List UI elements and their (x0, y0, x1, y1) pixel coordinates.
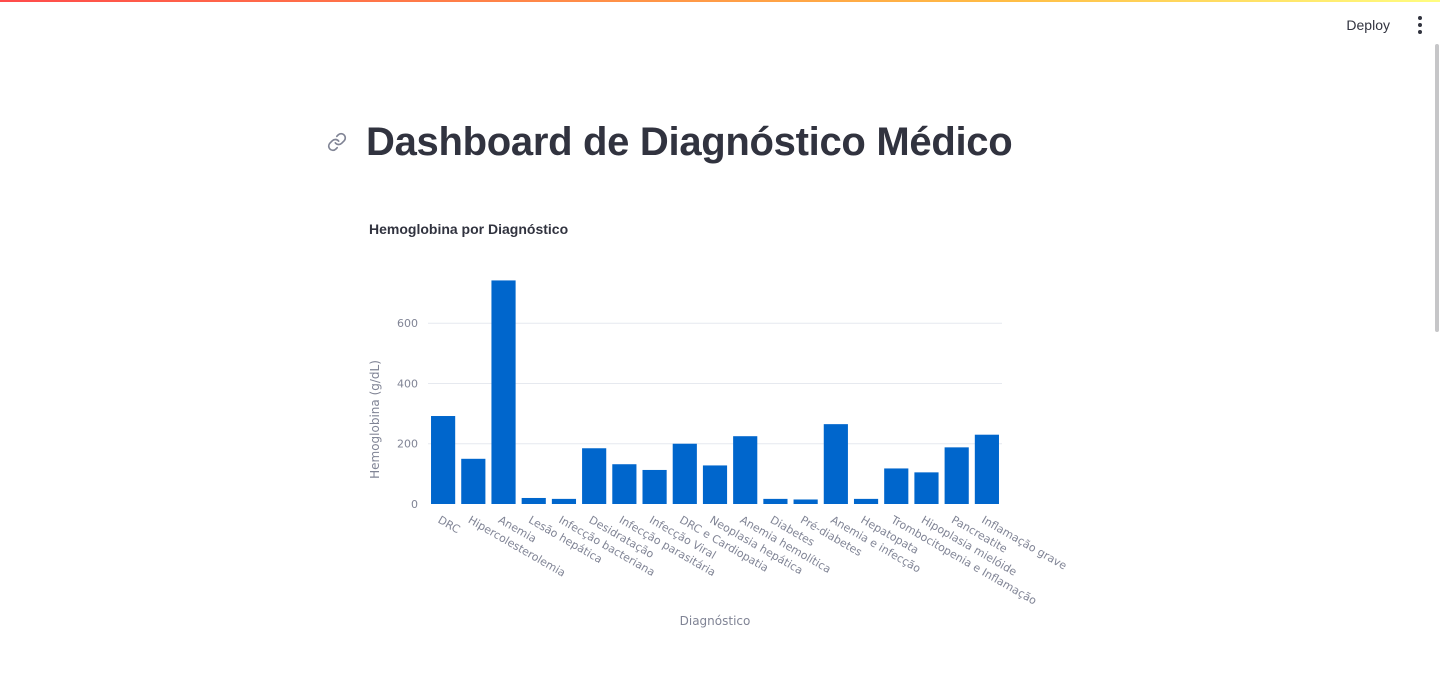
link-icon[interactable] (326, 131, 348, 153)
y-tick-label: 0 (411, 498, 418, 511)
y-tick-label: 200 (397, 438, 418, 451)
bar[interactable] (551, 498, 577, 504)
bar[interactable] (944, 447, 969, 504)
bar[interactable] (582, 448, 607, 504)
page-title-row: Dashboard de Diagnóstico Médico (326, 114, 1013, 170)
y-tick-label: 400 (397, 377, 418, 390)
more-vertical-icon[interactable] (1412, 13, 1428, 37)
bar[interactable] (491, 280, 516, 504)
bar[interactable] (853, 498, 879, 504)
bar[interactable] (612, 464, 637, 504)
bar[interactable] (763, 498, 788, 504)
bar[interactable] (672, 443, 697, 504)
bar[interactable] (823, 424, 848, 504)
x-axis-title: Diagnóstico (680, 614, 751, 628)
app-header: Deploy (0, 2, 1440, 44)
bar[interactable] (914, 472, 939, 504)
x-tick-label: DRC (436, 513, 463, 536)
y-tick-label: 600 (397, 317, 418, 330)
hemoglobina-bar-chart: Hemoglobina por Diagnóstico 0 200 400 600 DRC… (360, 205, 1080, 645)
bar[interactable] (521, 497, 546, 504)
bar[interactable] (974, 434, 999, 504)
top-decoration-bar (0, 0, 1440, 2)
bar[interactable] (702, 465, 728, 504)
bar[interactable] (461, 458, 486, 504)
bar[interactable] (431, 416, 456, 504)
page-title: Dashboard de Diagnóstico Médico (366, 119, 1013, 164)
y-axis-title: Hemoglobina (g/dL) (368, 360, 382, 479)
deploy-button[interactable]: Deploy (1334, 13, 1402, 37)
bar[interactable] (793, 499, 818, 504)
chart-svg: Hemoglobina por Diagnóstico 0 200 400 600 DRC… (368, 221, 1069, 628)
chart-title: Hemoglobina por Diagnóstico (369, 221, 568, 237)
bar[interactable] (884, 468, 909, 504)
bar[interactable] (642, 469, 667, 504)
scrollbar-thumb[interactable] (1435, 44, 1439, 332)
bar[interactable] (733, 436, 758, 504)
